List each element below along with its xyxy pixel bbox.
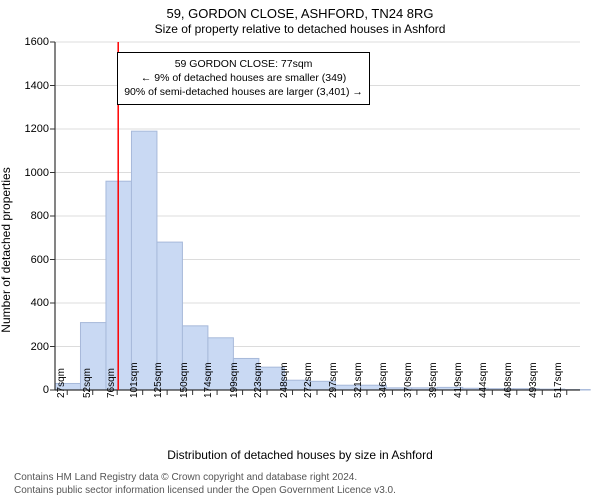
page-subtitle: Size of property relative to detached ho… <box>0 22 600 36</box>
y-tick-label: 1600 <box>21 36 49 48</box>
x-tick-label: 76sqm <box>106 368 117 398</box>
marker-callout: 59 GORDON CLOSE: 77sqm ← 9% of detached … <box>117 52 370 105</box>
x-tick-label: 248sqm <box>279 362 290 398</box>
x-tick-label: 321sqm <box>353 362 364 398</box>
histogram-bar <box>131 131 156 390</box>
page-title: 59, GORDON CLOSE, ASHFORD, TN24 8RG <box>0 6 600 21</box>
x-tick-label: 150sqm <box>179 362 190 398</box>
y-tick-label: 400 <box>21 297 49 309</box>
y-tick-label: 1000 <box>21 167 49 179</box>
x-tick-label: 125sqm <box>153 362 164 398</box>
callout-line-3: 90% of semi-detached houses are larger (… <box>124 85 363 99</box>
x-tick-label: 419sqm <box>453 362 464 398</box>
y-tick-label: 600 <box>21 254 49 266</box>
x-tick-label: 517sqm <box>553 362 564 398</box>
x-tick-label: 199sqm <box>229 362 240 398</box>
x-tick-label: 101sqm <box>129 362 140 398</box>
x-tick-label: 272sqm <box>303 362 314 398</box>
x-tick-label: 223sqm <box>253 362 264 398</box>
x-axis-label: Distribution of detached houses by size … <box>0 448 600 462</box>
y-tick-label: 1200 <box>21 123 49 135</box>
x-tick-label: 27sqm <box>56 368 67 398</box>
x-tick-label: 370sqm <box>403 362 414 398</box>
x-tick-label: 346sqm <box>379 362 390 398</box>
y-tick-label: 800 <box>21 210 49 222</box>
x-tick-label: 297sqm <box>329 362 340 398</box>
x-tick-label: 444sqm <box>479 362 490 398</box>
y-tick-label: 200 <box>21 341 49 353</box>
callout-line-2: ← 9% of detached houses are smaller (349… <box>124 71 363 85</box>
attribution: Contains HM Land Registry data © Crown c… <box>14 472 396 497</box>
y-axis-label: Number of detached properties <box>0 167 13 332</box>
x-tick-label: 52sqm <box>82 368 93 398</box>
attribution-line-1: Contains HM Land Registry data © Crown c… <box>14 472 396 485</box>
callout-line-1: 59 GORDON CLOSE: 77sqm <box>124 57 363 71</box>
x-tick-label: 468sqm <box>503 362 514 398</box>
y-tick-label: 0 <box>21 384 49 396</box>
y-tick-label: 1400 <box>21 80 49 92</box>
x-tick-label: 395sqm <box>429 362 440 398</box>
attribution-line-2: Contains public sector information licen… <box>14 485 396 498</box>
x-tick-label: 174sqm <box>203 362 214 398</box>
x-tick-label: 493sqm <box>528 362 539 398</box>
